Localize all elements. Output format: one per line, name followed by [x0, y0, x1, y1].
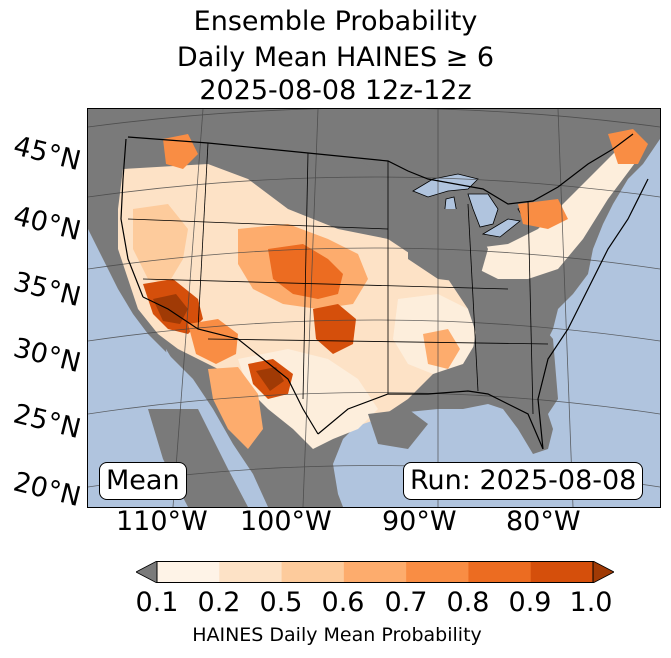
colorbar-tick-0: 0.1 — [135, 587, 179, 618]
colorbar-tick-6: 0.9 — [508, 587, 552, 618]
gulf-coast — [317, 390, 544, 450]
no-data-mexico — [148, 409, 248, 507]
state-line-6 — [207, 338, 549, 345]
prob-field-mid-arkansas — [423, 329, 460, 369]
meridian-110w — [172, 109, 204, 507]
colorbar — [136, 561, 614, 583]
no-data-regions — [148, 159, 558, 507]
colorbar-segment-0 — [157, 561, 220, 583]
lat-label-20: 20°N — [10, 466, 84, 514]
no-data-midwest — [408, 209, 488, 284]
no-data-gulfcoast — [368, 409, 428, 449]
colorbar-tick-4: 0.7 — [384, 587, 428, 618]
colorbar-label: HAINES Daily Mean Probability — [37, 624, 637, 646]
colorbar-tick-2: 0.5 — [259, 587, 303, 618]
parallel-25n — [88, 392, 660, 415]
lake-erie — [481, 218, 521, 238]
mean-label-box: Mean — [99, 462, 187, 500]
state-line-4 — [127, 218, 389, 230]
prob-field-mid-midwest — [518, 199, 568, 229]
colorbar-segments — [157, 561, 594, 583]
run-date-box: Run: 2025-08-08 — [403, 462, 644, 500]
colorbar-tick-5: 0.8 — [446, 587, 490, 618]
colorbar-outline — [156, 561, 594, 583]
state-line-8 — [527, 200, 534, 415]
state-line-5 — [142, 278, 509, 290]
lat-label-35: 35°N — [10, 266, 84, 314]
lon-label-90: 90°W — [382, 506, 457, 537]
meridian-100w — [302, 109, 319, 507]
colorbar-tick-3: 0.6 — [321, 587, 365, 618]
title-line-2: Daily Mean HAINES ≥ 6 — [176, 42, 495, 73]
lon-label-110: 110°W — [116, 506, 208, 537]
colorbar-segment-6 — [530, 561, 594, 583]
parallel-45n — [88, 109, 660, 128]
colorbar-segment-4 — [406, 561, 469, 583]
lon-label-100: 100°W — [240, 506, 332, 537]
no-data-southeast — [473, 309, 558, 429]
parallel-35n — [88, 247, 660, 270]
lat-label-40: 40°N — [10, 200, 84, 248]
parallel-40n — [88, 176, 660, 198]
state-line-1 — [197, 142, 209, 330]
probability-fields — [118, 129, 648, 449]
map-panel: Mean Run: 2025-08-08 — [87, 108, 661, 508]
colorbar-under-arrow — [136, 561, 158, 583]
graticule — [88, 109, 660, 507]
prob-field-mid-mexico — [208, 367, 263, 449]
no-data-northern-plains — [278, 159, 388, 209]
lat-label-30: 30°N — [10, 332, 84, 380]
colorbar-over-arrow — [592, 561, 614, 583]
prob-field-max-westtexas — [256, 367, 284, 391]
colorbar-segment-1 — [219, 561, 283, 583]
lon-label-80: 80°W — [506, 506, 581, 537]
state-line-7 — [467, 203, 479, 392]
colorbar-segment-2 — [281, 561, 345, 583]
probability-map — [88, 109, 660, 507]
state-line-2 — [302, 152, 309, 400]
title-line-3: 2025-08-08 12z-12z — [199, 75, 472, 106]
colorbar-segment-3 — [343, 561, 407, 583]
parallel-30n — [88, 319, 660, 342]
meridian-80w — [557, 109, 574, 507]
borders — [120, 133, 649, 450]
prob-field-mid-idaho — [163, 134, 198, 169]
prob-field-mid-northeast — [608, 129, 648, 164]
prob-field-mid-great-basin — [133, 204, 188, 284]
prob-field-high-oklahoma — [313, 304, 356, 354]
colorbar-tick-7: 1.0 — [569, 587, 613, 618]
west-coast — [120, 138, 144, 298]
colorbar-label-text: HAINES Daily Mean Probability — [192, 624, 482, 646]
lat-label-25: 25°N — [10, 398, 84, 446]
lake-huron — [467, 193, 499, 228]
colorbar-tick-1: 0.2 — [197, 587, 241, 618]
east-coast — [537, 178, 649, 450]
lat-label-45: 45°N — [10, 130, 84, 178]
colorbar-segment-5 — [468, 561, 532, 583]
title-line-1: Ensemble Probability — [193, 6, 478, 37]
prob-field-mid-arizona — [188, 319, 238, 364]
us-mexico-border — [142, 296, 319, 435]
